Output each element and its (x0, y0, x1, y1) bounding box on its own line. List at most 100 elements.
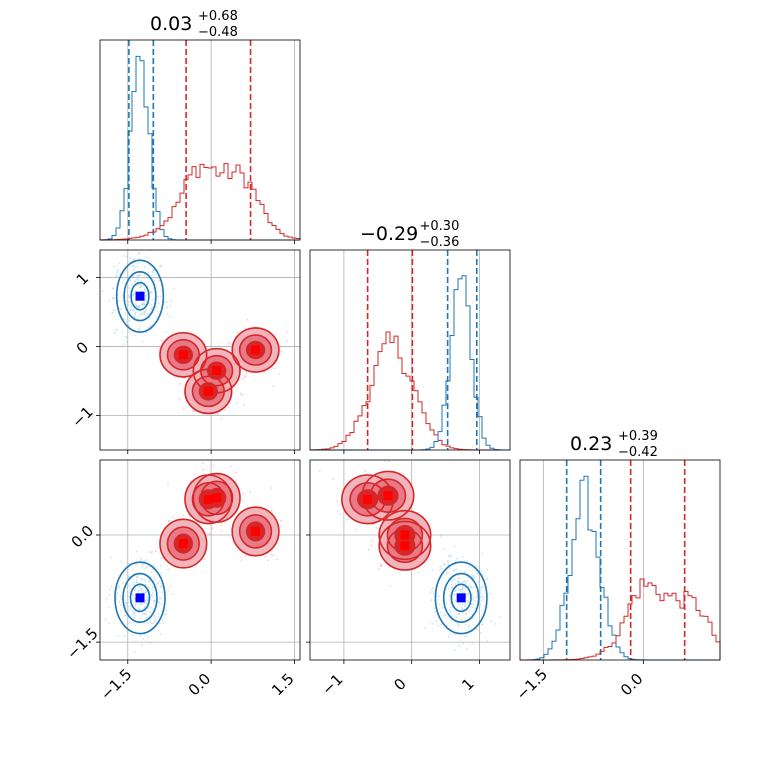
sample-point (460, 588, 463, 590)
contour-line (442, 572, 480, 623)
sample-point (150, 593, 153, 596)
sample-point (263, 371, 266, 373)
y-tick-label: −1 (68, 403, 96, 431)
sample-point (336, 499, 338, 502)
sample-point (235, 471, 238, 474)
contour-line (200, 354, 234, 387)
contour-line (361, 470, 415, 521)
mode-marker (203, 494, 213, 504)
sample-point (155, 583, 158, 586)
sample-point (101, 290, 104, 293)
sample-point (158, 601, 160, 603)
sample-point (240, 392, 242, 395)
sample-point (165, 609, 168, 612)
sample-point (150, 622, 153, 625)
sample-point (112, 311, 115, 314)
sample-point (159, 264, 162, 267)
sample-point (112, 309, 115, 312)
axes-frame (99, 249, 301, 451)
sample-point (476, 596, 479, 599)
sample-point (471, 587, 474, 589)
sample-point (216, 413, 219, 416)
sample-point (126, 576, 129, 579)
sample-point (167, 568, 170, 571)
sample-point (463, 579, 466, 582)
sample-point (264, 556, 266, 558)
sample-point (464, 602, 467, 605)
sample-point (132, 593, 134, 596)
sample-point (137, 318, 139, 320)
sample-point (131, 568, 134, 571)
sample-point (140, 284, 143, 287)
sample-point (143, 579, 146, 582)
contour-line (341, 474, 395, 525)
sample-point (125, 255, 128, 258)
sample-point (150, 571, 153, 574)
sample-point (134, 624, 137, 627)
sample-point (160, 289, 163, 291)
sample-point (476, 572, 479, 575)
sample-point (158, 622, 161, 625)
sample-point (158, 597, 161, 600)
sample-point (160, 572, 163, 575)
sample-point (439, 565, 441, 568)
sample-point (245, 371, 248, 374)
sample-point (136, 574, 139, 577)
sample-point (147, 551, 150, 553)
sample-point (126, 591, 129, 593)
contour-line (159, 518, 208, 569)
sample-point (455, 616, 458, 619)
sample-point (127, 609, 130, 612)
sample-point (136, 581, 139, 584)
sample-point (473, 586, 476, 589)
sample-point (454, 560, 457, 562)
sample-point (486, 568, 489, 571)
sample-point (280, 350, 283, 353)
sample-point (133, 612, 136, 615)
contour-line (386, 528, 424, 564)
sample-point (132, 294, 135, 297)
panel-scatter_21: −1 0 1 (306, 459, 511, 699)
sample-point (132, 265, 135, 268)
sample-point (498, 616, 501, 619)
contour-line (386, 517, 424, 553)
contour-line (166, 526, 200, 561)
sample-point (479, 604, 482, 607)
sample-point (459, 590, 462, 593)
sample-point (447, 561, 449, 563)
axes-frame (99, 459, 301, 661)
sample-point (240, 559, 243, 562)
sample-point (429, 592, 432, 594)
sample-point (435, 620, 438, 622)
sample-point (456, 622, 459, 625)
sample-point (157, 613, 160, 615)
sample-point (147, 271, 150, 274)
sample-point (116, 592, 119, 595)
sample-point (139, 602, 142, 605)
sample-point (116, 635, 119, 637)
sample-point (434, 610, 437, 613)
sample-point (207, 533, 210, 536)
sample-point (462, 608, 465, 611)
sample-point (464, 582, 467, 585)
sample-point (452, 593, 455, 595)
sample-point (138, 586, 141, 588)
sample-point (182, 408, 185, 411)
sample-point (286, 339, 288, 342)
sample-point (151, 298, 154, 301)
sample-point (137, 329, 140, 332)
sample-point (151, 568, 154, 571)
sample-point (130, 621, 133, 624)
sample-point (161, 603, 164, 606)
sample-point (160, 557, 163, 560)
sample-point (146, 565, 148, 568)
sample-point (154, 620, 157, 623)
sample-point (438, 595, 441, 598)
x-tick-label: 1.5 (268, 670, 298, 700)
contour-line (200, 480, 234, 516)
sample-point (126, 303, 129, 306)
sample-point (138, 327, 141, 330)
sample-point (122, 582, 124, 585)
sample-point (466, 599, 469, 602)
panel-scatter_20: 0.0 −1.5−1.5 0.0 1.5 (63, 459, 301, 704)
